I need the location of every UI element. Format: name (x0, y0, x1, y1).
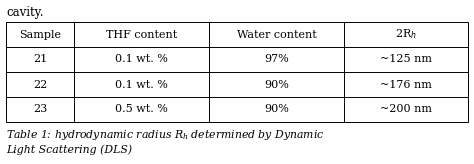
Text: ~176 nm: ~176 nm (380, 80, 432, 90)
Text: 0.5 wt. %: 0.5 wt. % (115, 104, 168, 114)
Text: ~200 nm: ~200 nm (380, 104, 432, 114)
Text: 2R$_h$: 2R$_h$ (395, 28, 417, 41)
Text: THF content: THF content (106, 30, 177, 40)
Text: cavity.: cavity. (6, 6, 44, 19)
Text: 90%: 90% (264, 104, 289, 114)
Text: 22: 22 (33, 80, 47, 90)
Text: 90%: 90% (264, 80, 289, 90)
Text: 0.1 wt. %: 0.1 wt. % (115, 80, 168, 90)
Text: 0.1 wt. %: 0.1 wt. % (115, 54, 168, 64)
Text: Light Scattering (DLS): Light Scattering (DLS) (6, 144, 132, 154)
Text: Sample: Sample (19, 30, 61, 40)
Text: 97%: 97% (264, 54, 289, 64)
Bar (6, 22, 468, 122)
Text: 21: 21 (33, 54, 47, 64)
Text: Water content: Water content (237, 30, 316, 40)
Text: 23: 23 (33, 104, 47, 114)
Text: ~125 nm: ~125 nm (380, 54, 432, 64)
Text: Table 1: hydrodynamic radius $R_h$ determined by Dynamic: Table 1: hydrodynamic radius $R_h$ deter… (6, 129, 324, 143)
